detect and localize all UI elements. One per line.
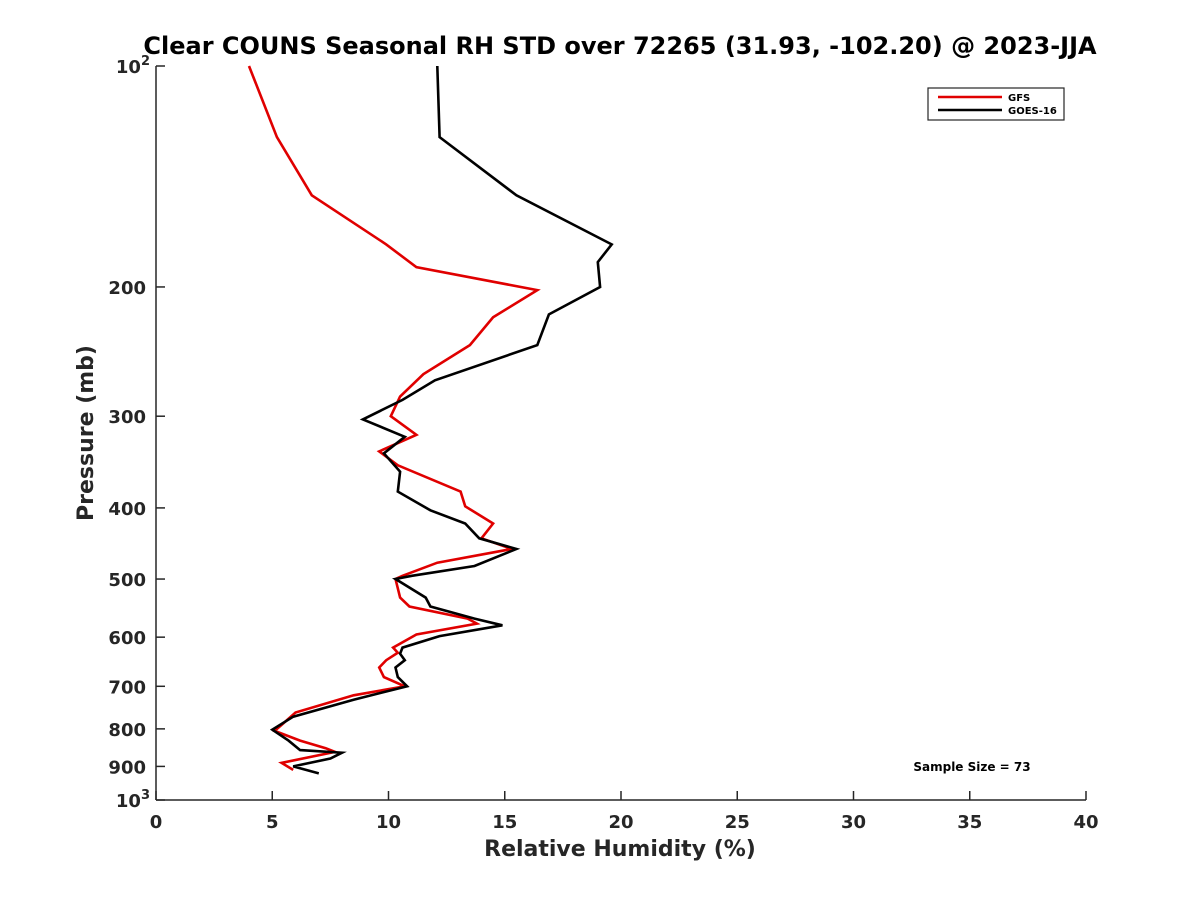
x-tick-label: 10 — [376, 812, 401, 833]
y-tick-label: 200 — [108, 278, 146, 299]
series-line-goes-16 — [269, 65, 614, 775]
legend-box — [927, 87, 1065, 121]
legend-label-goes-16: GOES-16 — [1008, 106, 1057, 117]
x-tick-label: 30 — [841, 812, 866, 833]
x-tick-label: 5 — [266, 812, 279, 833]
y-tick-label: 103 — [116, 788, 150, 812]
x-tick-label: 0 — [150, 812, 163, 833]
sample-size-annotation: Sample Size = 73 — [913, 760, 1030, 774]
y-axis-label: Pressure (mb) — [74, 345, 99, 521]
x-axis-label: Relative Humidity (%) — [484, 837, 756, 862]
axes: 0 5 10 15 20 25 30 35 40 102 200 300 400 500 600 700 800… — [108, 54, 1098, 833]
y-tick-label: 700 — [108, 677, 146, 698]
legend: GFS GOES-16 — [927, 87, 1065, 121]
x-tick-label: 15 — [492, 812, 517, 833]
x-tick-label: 25 — [725, 812, 750, 833]
y-tick-label: 500 — [108, 570, 146, 591]
series-line-gfs — [247, 65, 541, 772]
y-tick-label: 400 — [108, 499, 146, 520]
y-tick-label: 800 — [108, 720, 146, 741]
y-tick-label: 102 — [116, 54, 150, 78]
x-tick-label: 40 — [1073, 812, 1098, 833]
legend-label-gfs: GFS — [1008, 93, 1030, 104]
y-tick-label: 900 — [108, 757, 146, 778]
y-tick-label: 600 — [108, 628, 146, 649]
x-tick-label: 20 — [608, 812, 633, 833]
series-layer — [247, 65, 614, 775]
x-tick-label: 35 — [957, 812, 982, 833]
y-tick-label: 300 — [108, 407, 146, 428]
chart-title: Clear COUNS Seasonal RH STD over 72265 (… — [143, 32, 1097, 60]
